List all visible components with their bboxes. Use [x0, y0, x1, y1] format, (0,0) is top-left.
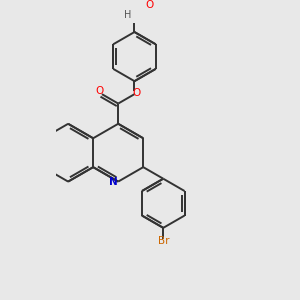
Text: N: N	[109, 177, 117, 187]
Text: Br: Br	[158, 236, 169, 246]
Text: H: H	[124, 10, 131, 20]
Text: O: O	[146, 0, 154, 10]
Text: O: O	[96, 86, 104, 96]
Text: O: O	[133, 88, 141, 98]
